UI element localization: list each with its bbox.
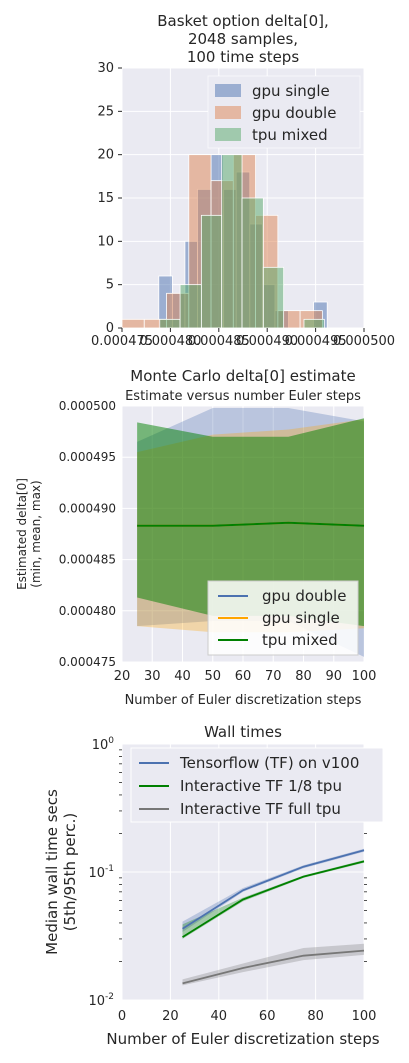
estimate-ylabel-line-2: (min, mean, max) bbox=[29, 480, 43, 587]
walltime-ytick-label: 10-2 bbox=[88, 992, 114, 1009]
walltime-ylabel-line-1: Median wall time secs bbox=[43, 789, 61, 955]
histogram-chart: Basket option delta[0], 2048 samples, 10… bbox=[91, 12, 395, 385]
legend-swatch-gpu-double bbox=[215, 106, 241, 119]
legend-label-tpu-mixed: tpu mixed bbox=[252, 126, 328, 144]
walltime-line-Interactive-TF-1-8-tpu bbox=[182, 860, 365, 938]
walltime-legend: Tensorflow (TF) on v100 Interactive TF 1… bbox=[130, 747, 384, 823]
histogram-xtick-label: 0.000500 bbox=[333, 334, 395, 349]
histogram-ytick-label: 25 bbox=[97, 104, 114, 119]
histogram-bars bbox=[121, 154, 328, 329]
walltime-legend-box bbox=[130, 747, 384, 823]
estimate-ytick-label: 0.000475 bbox=[59, 655, 116, 669]
legend-label-tf-eighth-tpu: Interactive TF 1/8 tpu bbox=[180, 777, 342, 795]
histogram-xlabel: Monte Carlo delta[0] estimate bbox=[130, 367, 355, 385]
walltime-xtick-label: 0 bbox=[118, 1009, 126, 1024]
legend-swatch-gpu-single bbox=[215, 84, 241, 97]
estimate-xlabel: Number of Euler discretization steps bbox=[125, 693, 362, 708]
estimate-xtick-label: 30 bbox=[144, 669, 161, 684]
histogram-title-line-1: Basket option delta[0], bbox=[157, 12, 329, 30]
walltime-xlabel: Number of Euler discretization steps bbox=[106, 1030, 379, 1048]
estimate-xtick-label: 90 bbox=[325, 669, 342, 684]
histogram-bar-tpu-mixed bbox=[159, 318, 181, 329]
histogram-bar-tpu-mixed bbox=[221, 154, 243, 329]
legend-label-tpu-mixed-2: tpu mixed bbox=[262, 631, 338, 649]
walltime-ylabel-line-2: (5th/95th perc.) bbox=[61, 813, 79, 932]
estimate-tick-labels: 20 30 40 50 60 70 80 90 100 0.000475 0.000480 0.000… bbox=[59, 399, 377, 684]
histogram-bar-tpu-mixed bbox=[241, 197, 264, 329]
walltime-xtick-label: 20 bbox=[162, 1009, 179, 1024]
histogram-legend: gpu single gpu double tpu mixed bbox=[207, 75, 361, 149]
estimate-title: Estimate versus number Euler steps bbox=[125, 389, 361, 404]
estimate-xtick-label: 70 bbox=[265, 669, 282, 684]
histogram-bar-tpu-mixed bbox=[200, 214, 223, 329]
legend-label-gpu-single: gpu single bbox=[252, 82, 330, 100]
legend-label-gpu-single-2: gpu single bbox=[262, 609, 340, 627]
walltime-lines bbox=[182, 848, 365, 986]
histogram-ytick-label: 15 bbox=[97, 191, 114, 206]
legend-label-gpu-double: gpu double bbox=[252, 104, 336, 122]
histogram-xtick-label: 0.000480 bbox=[139, 334, 201, 349]
estimate-bands bbox=[137, 408, 365, 657]
estimate-xtick-label: 80 bbox=[295, 669, 312, 684]
legend-label-tf-full-tpu: Interactive TF full tpu bbox=[180, 800, 341, 818]
histogram-title-line-2: 2048 samples, bbox=[188, 30, 298, 48]
histogram-xtick-label: 0.000490 bbox=[236, 334, 298, 349]
walltime-xtick-label: 100 bbox=[352, 1009, 377, 1024]
estimate-band-tpu-mixed bbox=[137, 418, 364, 627]
estimate-xtick-label: 50 bbox=[204, 669, 221, 684]
histogram-ytick-label: 0 bbox=[106, 321, 114, 336]
estimate-ytick-label: 0.000485 bbox=[59, 553, 116, 567]
histogram-ytick-label: 20 bbox=[97, 148, 114, 163]
legend-label-gpu-double-2: gpu double bbox=[262, 587, 346, 605]
estimate-legend: gpu double gpu single tpu mixed bbox=[207, 580, 359, 656]
walltime-line-Interactive-TF-full-tpu bbox=[182, 949, 365, 985]
histogram-bar-tpu-mixed bbox=[262, 266, 285, 329]
walltime-xtick-label: 40 bbox=[211, 1009, 228, 1024]
histogram-title-line-3: 100 time steps bbox=[187, 48, 300, 66]
legend-label-tf-v100: Tensorflow (TF) on v100 bbox=[179, 754, 359, 772]
estimate-ytick-label: 0.000480 bbox=[59, 604, 116, 618]
histogram-tick-labels: 0.0004750.0004800.0004850.0004900.000495… bbox=[91, 61, 395, 349]
walltime-xtick-label: 80 bbox=[307, 1009, 324, 1024]
estimate-xtick-label: 20 bbox=[114, 669, 131, 684]
estimate-mean-line-tpu-mixed bbox=[137, 521, 365, 527]
walltime-line-Tensorflow-TF-on-v100 bbox=[182, 849, 365, 930]
walltime-ytick-label: 100 bbox=[92, 736, 115, 753]
histogram-ytick-label: 5 bbox=[106, 278, 114, 293]
walltime-title: Wall times bbox=[204, 723, 282, 741]
histogram-ytick-label: 30 bbox=[97, 61, 114, 76]
histogram-bar-gpu-double bbox=[121, 318, 145, 329]
estimate-ytick-label: 0.000490 bbox=[59, 501, 116, 515]
walltime-chart: Wall times 0 20 40 60 80 100 10-2 10-1 100 Numbe… bbox=[43, 723, 384, 1048]
estimate-xtick-label: 100 bbox=[352, 669, 377, 684]
walltime-tick-labels: 0 20 40 60 80 100 10-2 10-1 100 bbox=[88, 736, 376, 1024]
estimate-ytick-label: 0.000495 bbox=[59, 450, 116, 464]
histogram-bar-tpu-mixed bbox=[303, 318, 325, 329]
walltime-ytick-label: 10-1 bbox=[88, 864, 114, 881]
histogram-xtick-label: 0.000495 bbox=[285, 334, 347, 349]
histogram-ytick-label: 10 bbox=[97, 234, 114, 249]
histogram-xtick-label: 0.000485 bbox=[188, 334, 250, 349]
legend-swatch-tpu-mixed bbox=[215, 128, 241, 141]
walltime-xtick-label: 60 bbox=[259, 1009, 276, 1024]
histogram-xtick-label: 0.000475 bbox=[91, 334, 153, 349]
estimate-chart: Estimate versus number Euler steps 20 30 4… bbox=[15, 389, 376, 708]
estimate-ylabel-line-1: Estimated delta[0] bbox=[15, 478, 29, 590]
estimate-ytick-label: 0.000500 bbox=[59, 399, 116, 413]
estimate-xtick-label: 60 bbox=[235, 669, 252, 684]
estimate-xtick-label: 40 bbox=[174, 669, 191, 684]
histogram-bar-tpu-mixed bbox=[179, 284, 202, 329]
